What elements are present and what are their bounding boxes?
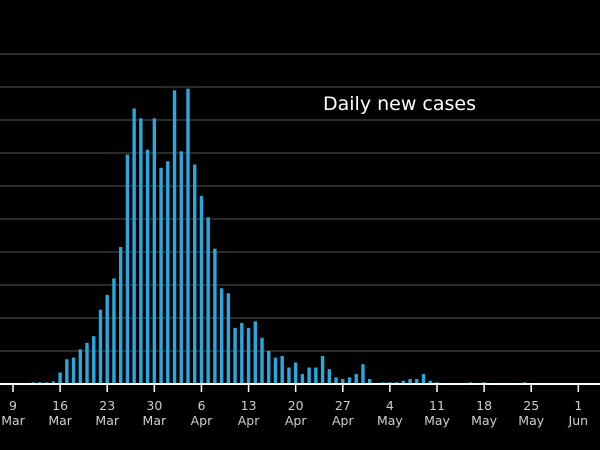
bar: May 10 (428, 380, 432, 384)
x-tick-label-day: 6 (197, 398, 205, 413)
bar: Apr 14 (253, 321, 257, 384)
bar: Apr 19 (287, 367, 291, 384)
bar: Apr 3 (179, 151, 183, 384)
bar: May 1 (367, 379, 372, 384)
bar: Apr 22 (307, 367, 311, 384)
bar: Apr 17 (273, 357, 278, 384)
bar: Apr 20 (293, 362, 298, 384)
bar: Mar 24 (112, 278, 116, 384)
x-tick-label-month: Mar (1, 413, 25, 428)
bar: Apr 29 (354, 374, 358, 384)
bar: Apr 9 (219, 288, 224, 384)
bar: Apr 21 (300, 374, 305, 384)
bar: Mar 28 (139, 118, 143, 384)
x-tick-label-day: 1 (574, 398, 582, 413)
bar: Mar 25 (118, 247, 123, 384)
x-tick-label-day: 9 (9, 398, 17, 413)
x-tick-label-day: 11 (429, 398, 445, 413)
bar: May 7 (408, 379, 412, 384)
x-tick-label-month: Apr (332, 413, 354, 428)
x-tick-label-month: May (377, 413, 403, 428)
bar: Apr 15 (260, 337, 264, 384)
x-tick-label-month: Mar (95, 413, 119, 428)
bar: Mar 26 (125, 154, 130, 384)
x-tick-label-day: 23 (99, 398, 115, 413)
bar: Mar 21 (92, 336, 96, 384)
bar: Apr 5 (193, 164, 197, 384)
bar: Mar 27 (132, 108, 136, 384)
x-tick-label-day: 18 (476, 398, 492, 413)
bar: Apr 4 (186, 88, 190, 385)
x-tick-label-month: Apr (238, 413, 260, 428)
bar: Apr 10 (226, 293, 231, 384)
bar: Apr 30 (361, 364, 365, 384)
x-axis-ticks: 9Mar16Mar23Mar30Mar6Apr13Apr20Apr27Apr4M… (1, 384, 588, 428)
bar: Mar 20 (85, 342, 89, 384)
bar: Apr 28 (347, 377, 352, 384)
bar: Apr 13 (246, 327, 251, 384)
chart-title: Daily new cases (323, 93, 476, 115)
bar: Apr 26 (334, 377, 338, 384)
bar: May 6 (401, 380, 406, 384)
bar: Mar 19 (78, 349, 82, 384)
x-tick-label-month: May (471, 413, 497, 428)
x-tick-label-month: May (424, 413, 450, 428)
bar: Mar 17 (65, 359, 69, 384)
bar: Apr 16 (267, 351, 271, 384)
bar: Apr 2 (172, 90, 177, 385)
bar: Apr 1 (166, 161, 170, 384)
x-tick-label-day: 30 (146, 398, 162, 413)
bar: Apr 8 (213, 248, 217, 384)
bar: Apr 24 (320, 355, 325, 384)
bar: Mar 29 (145, 149, 150, 384)
bar: May 8 (415, 379, 419, 384)
x-tick-label-month: Mar (48, 413, 72, 428)
x-tick-label-month: Apr (285, 413, 307, 428)
x-tick-label-day: 4 (386, 398, 394, 413)
x-tick-label-day: 20 (288, 398, 304, 413)
bar: Apr 12 (240, 322, 244, 384)
bar: Mar 22 (98, 309, 103, 384)
bar: Apr 23 (314, 367, 318, 384)
x-tick-label-month: Mar (143, 413, 167, 428)
x-tick-label-day: 25 (523, 398, 539, 413)
bar: Mar 31 (159, 167, 163, 384)
bar: Apr 25 (327, 369, 332, 384)
bar: Apr 6 (199, 195, 204, 384)
x-tick-label-month: May (518, 413, 544, 428)
x-tick-label-month: Apr (191, 413, 213, 428)
bar: Apr 27 (341, 379, 345, 384)
bar: Mar 23 (105, 294, 109, 384)
x-tick-label-day: 16 (52, 398, 68, 413)
x-tick-label-month: Jun (568, 413, 589, 428)
bar: May 9 (421, 374, 426, 384)
x-tick-label-day: 27 (335, 398, 351, 413)
bar: Apr 18 (280, 355, 284, 384)
x-tick-label-day: 13 (241, 398, 257, 413)
bar: Mar 30 (152, 118, 157, 384)
bar: Mar 16 (58, 372, 62, 384)
bar: Apr 11 (233, 327, 237, 384)
bar: Apr 7 (206, 217, 210, 384)
bar: Mar 15 (51, 381, 56, 384)
bar: Mar 18 (71, 357, 76, 384)
